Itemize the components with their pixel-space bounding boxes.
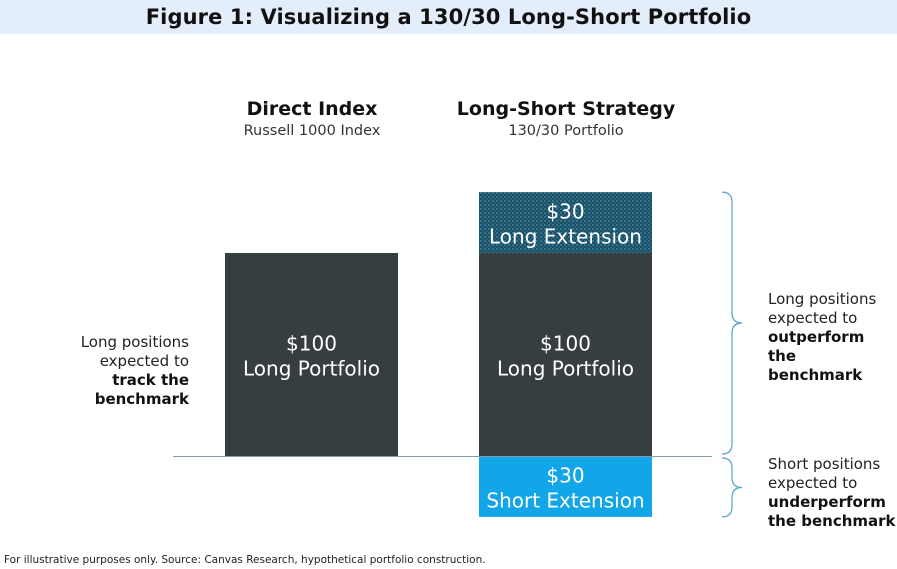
source-footnote: For illustrative purposes only. Source: … (4, 554, 486, 566)
bar-amount-label: $100 (540, 332, 591, 356)
annotation-line: expected to (99, 352, 189, 370)
short-positions-bracket (721, 457, 743, 518)
bar-amount-label: $30 (546, 463, 584, 487)
column-title: Direct Index (246, 98, 378, 120)
figure-title: Figure 1: Visualizing a 130/30 Long-Shor… (145, 5, 752, 29)
column-subtitle: Russell 1000 Index (243, 123, 381, 139)
long-positions-bracket (721, 191, 743, 455)
annotation-bold-line: underperform (768, 493, 886, 511)
annotation-bold-line: benchmark (768, 366, 863, 384)
left-annotation: Long positions expected to track the ben… (40, 333, 189, 409)
bar-long-short-strategy-long-portfolio (479, 253, 652, 456)
column-heading-long-short: Long-Short Strategy 130/30 Portfolio (440, 98, 692, 139)
annotation-line: Long positions (80, 333, 189, 351)
annotation-line: expected to (768, 309, 858, 327)
bar-long-short-strategy-long-extension (479, 192, 652, 253)
bar-amount-label: $30 (546, 200, 584, 224)
annotation-bold-line: outperform the (768, 328, 865, 365)
bar-amount-label: $100 (286, 332, 337, 356)
column-heading-direct-index: Direct Index Russell 1000 Index (212, 98, 412, 139)
column-title: Long-Short Strategy (456, 98, 676, 120)
annotation-bold-line: the benchmark (768, 512, 896, 530)
annotation-line: Long positions (768, 290, 877, 308)
title-bar: Figure 1: Visualizing a 130/30 Long-Shor… (0, 0, 897, 34)
bar-segment-label: Short Extension (486, 488, 644, 512)
annotation-line: Short positions (768, 455, 881, 473)
bar-segment-label: Long Extension (489, 225, 642, 249)
right-long-annotation: Long positions expected to outperform th… (768, 290, 897, 385)
column-subtitle: 130/30 Portfolio (508, 123, 624, 139)
right-short-annotation: Short positions expected to underperform… (768, 455, 897, 531)
bar-long-short-strategy-short-extension (479, 456, 652, 517)
annotation-bold-line: track the (112, 371, 189, 389)
bar-segment-label: Long Portfolio (497, 357, 634, 381)
bar-segment-label: Long Portfolio (243, 357, 380, 381)
annotation-bold-line: benchmark (94, 390, 189, 408)
bar-direct-index-long-portfolio (225, 253, 398, 456)
annotation-line: expected to (768, 474, 858, 492)
